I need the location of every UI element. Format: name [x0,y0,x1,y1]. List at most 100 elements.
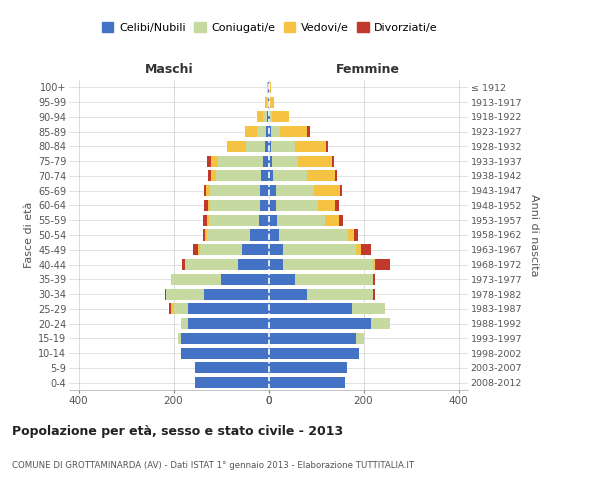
Bar [266,126,269,137]
Bar [269,200,275,211]
Bar [208,200,210,211]
Bar [205,288,269,300]
Bar [335,200,339,211]
Bar [250,230,269,240]
Bar [259,214,269,226]
Bar [260,200,269,211]
Bar [188,304,269,314]
Bar [200,244,242,256]
Bar [171,304,173,314]
Bar [266,96,268,108]
Bar [242,244,269,256]
Bar [188,318,269,329]
Bar [266,82,268,93]
Bar [307,170,335,181]
Bar [269,170,273,181]
Bar [204,185,206,196]
Bar [193,244,198,256]
Bar [178,333,181,344]
Bar [171,274,221,285]
Bar [203,230,205,240]
Bar [325,214,339,226]
Bar [181,333,269,344]
Bar [238,259,269,270]
Bar [207,230,250,240]
Bar [272,112,289,122]
Bar [263,112,266,122]
Bar [283,259,373,270]
Bar [325,141,328,152]
Bar [262,170,269,181]
Bar [169,304,171,314]
Bar [198,244,200,256]
Bar [376,259,389,270]
Bar [268,96,269,108]
Bar [268,82,269,93]
Bar [332,156,334,166]
Bar [295,141,325,152]
Bar [269,141,271,152]
Bar [361,244,371,256]
Bar [269,259,283,270]
Bar [265,96,266,108]
Bar [269,82,271,93]
Title: Maschi: Maschi [145,63,193,76]
Bar [211,156,218,166]
Bar [272,156,298,166]
Bar [273,170,307,181]
Bar [275,185,314,196]
Bar [245,126,257,137]
Bar [307,126,310,137]
Bar [263,156,269,166]
Bar [185,259,238,270]
Bar [166,288,205,300]
Bar [257,126,266,137]
Bar [307,288,373,300]
Bar [269,244,283,256]
Bar [260,185,269,196]
Bar [356,333,364,344]
Bar [165,288,166,300]
Bar [352,304,385,314]
Bar [182,259,185,270]
Bar [269,230,279,240]
Bar [265,141,269,152]
Y-axis label: Fasce di età: Fasce di età [23,202,34,268]
Bar [218,156,263,166]
Bar [207,214,209,226]
Bar [181,318,188,329]
Bar [266,112,269,122]
Bar [269,156,272,166]
Bar [271,141,295,152]
Bar [373,288,376,300]
Bar [173,304,188,314]
Bar [195,362,269,374]
Text: Popolazione per età, sesso e stato civile - 2013: Popolazione per età, sesso e stato civil… [12,425,343,438]
Bar [221,274,269,285]
Bar [373,259,376,270]
Text: COMUNE DI GROTTAMINARDA (AV) - Dati ISTAT 1° gennaio 2013 - Elaborazione TUTTITA: COMUNE DI GROTTAMINARDA (AV) - Dati ISTA… [12,460,414,469]
Bar [269,348,359,358]
Bar [275,200,319,211]
Bar [314,185,340,196]
Bar [207,156,211,166]
Title: Femmine: Femmine [336,63,400,76]
Bar [208,170,211,181]
Bar [271,126,280,137]
Bar [277,214,325,226]
Bar [319,200,335,211]
Bar [371,318,389,329]
Bar [209,214,259,226]
Bar [203,214,207,226]
Bar [269,288,307,300]
Bar [269,318,371,329]
Bar [269,377,346,388]
Bar [269,214,277,226]
Bar [269,112,270,122]
Bar [269,96,271,108]
Bar [270,112,272,122]
Bar [353,230,358,240]
Bar [210,200,260,211]
Bar [206,185,210,196]
Bar [181,348,269,358]
